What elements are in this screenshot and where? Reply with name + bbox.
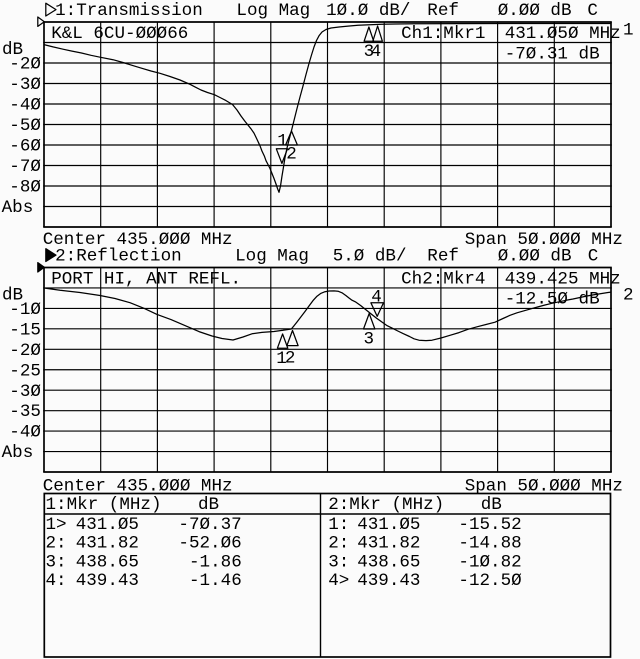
svg-text:-15.52: -15.52 — [458, 515, 521, 535]
svg-text:-1.86: -1.86 — [189, 552, 242, 572]
svg-text:Center 435.ØØØ MHz: Center 435.ØØØ MHz — [43, 230, 233, 250]
svg-text:1:: 1: — [328, 515, 349, 535]
svg-text:5.Ø dB/: 5.Ø dB/ — [333, 247, 407, 267]
svg-text:-2Ø: -2Ø — [9, 55, 41, 75]
svg-text:3: 3 — [364, 330, 375, 350]
svg-text:Ref: Ref — [427, 247, 459, 267]
svg-text:dB: dB — [198, 495, 219, 515]
svg-text:431.82: 431.82 — [76, 534, 139, 554]
svg-text:Ch1:Mkr1: Ch1:Mkr1 — [401, 24, 485, 44]
svg-text:431.Ø5Ø MHz: 431.Ø5Ø MHz — [505, 24, 621, 44]
svg-text:-5Ø: -5Ø — [9, 116, 41, 136]
svg-text:dB: dB — [2, 286, 23, 306]
svg-text:-4Ø: -4Ø — [9, 96, 41, 116]
svg-text:Abs: Abs — [2, 198, 34, 218]
svg-text:2:: 2: — [328, 534, 349, 554]
svg-text:C: C — [588, 247, 599, 267]
svg-text:Center 435.ØØØ MHz: Center 435.ØØØ MHz — [43, 477, 233, 497]
svg-text:431.Ø5: 431.Ø5 — [76, 515, 139, 535]
svg-text:K&L 6CU-ØØØ66: K&L 6CU-ØØØ66 — [51, 24, 188, 44]
svg-text:438.65: 438.65 — [357, 552, 420, 572]
svg-text:Span 5Ø.ØØØ MHz: Span 5Ø.ØØØ MHz — [465, 477, 623, 497]
svg-text:-1Ø: -1Ø — [9, 300, 41, 320]
svg-text:439.425 MHz: 439.425 MHz — [505, 269, 621, 289]
svg-text:-35: -35 — [9, 402, 41, 422]
svg-text:2:Reflection: 2:Reflection — [55, 247, 182, 267]
svg-text:3:: 3: — [46, 552, 67, 572]
svg-text:Ø.ØØ dB: Ø.ØØ dB — [498, 1, 572, 21]
svg-text:439.43: 439.43 — [357, 571, 420, 591]
svg-text:-52.Ø6: -52.Ø6 — [178, 534, 241, 554]
svg-text:-12.5Ø: -12.5Ø — [458, 571, 522, 591]
svg-text:2: 2 — [623, 286, 634, 306]
svg-text:1>: 1> — [46, 515, 67, 535]
svg-text:-7Ø.37: -7Ø.37 — [178, 515, 241, 535]
svg-text:-7Ø.31 dB: -7Ø.31 dB — [505, 44, 600, 64]
svg-text:-1Ø.82: -1Ø.82 — [458, 552, 521, 572]
svg-text:PORT HI, ANT REFL.: PORT HI, ANT REFL. — [51, 269, 241, 289]
svg-text:-15: -15 — [9, 321, 41, 341]
svg-text:-1.46: -1.46 — [189, 571, 242, 591]
svg-text:4:: 4: — [46, 571, 67, 591]
svg-text:-3Ø: -3Ø — [9, 75, 41, 95]
svg-text:1: 1 — [276, 349, 287, 369]
svg-text:3: 3 — [364, 42, 375, 62]
svg-text:-14.88: -14.88 — [458, 534, 521, 554]
svg-text:431.Ø5: 431.Ø5 — [357, 515, 420, 535]
svg-text:Log Mag: Log Mag — [235, 247, 309, 267]
svg-text:1:Transmission: 1:Transmission — [55, 1, 203, 21]
svg-text:-8Ø: -8Ø — [9, 178, 41, 198]
svg-text:2: 2 — [286, 145, 297, 165]
svg-text:Ref: Ref — [427, 1, 459, 21]
svg-text:-3Ø: -3Ø — [9, 382, 41, 402]
svg-text:Log Mag: Log Mag — [236, 1, 310, 21]
svg-text:1: 1 — [623, 21, 634, 41]
svg-text:dB: dB — [2, 40, 23, 60]
svg-text:2:: 2: — [46, 534, 67, 554]
svg-text:C: C — [587, 1, 598, 21]
svg-text:dB: dB — [481, 495, 502, 515]
svg-text:4: 4 — [371, 42, 382, 62]
svg-text:2:Mkr (MHz): 2:Mkr (MHz) — [328, 495, 444, 515]
svg-text:-25: -25 — [9, 361, 41, 381]
svg-text:438.65: 438.65 — [76, 552, 139, 572]
svg-text:Ch2:Mkr4: Ch2:Mkr4 — [401, 269, 485, 289]
svg-text:-12.5Ø dB: -12.5Ø dB — [505, 290, 600, 310]
svg-text:2: 2 — [285, 348, 296, 368]
svg-text:1:Mkr (MHz): 1:Mkr (MHz) — [46, 495, 162, 515]
svg-text:-2Ø: -2Ø — [9, 341, 41, 361]
svg-text:1: 1 — [277, 131, 288, 151]
svg-text:Span 5Ø.ØØØ MHz: Span 5Ø.ØØØ MHz — [465, 230, 623, 250]
svg-text:1Ø.Ø dB/: 1Ø.Ø dB/ — [326, 1, 410, 21]
svg-text:-4Ø: -4Ø — [9, 423, 41, 443]
svg-text:439.43: 439.43 — [76, 571, 139, 591]
svg-text:-7Ø: -7Ø — [9, 157, 41, 177]
svg-text:Ø.ØØ dB: Ø.ØØ dB — [498, 247, 572, 267]
svg-text:3:: 3: — [328, 552, 349, 572]
svg-text:4: 4 — [371, 287, 382, 307]
svg-text:-6Ø: -6Ø — [9, 137, 41, 157]
svg-text:431.82: 431.82 — [357, 534, 420, 554]
svg-text:4>: 4> — [328, 571, 349, 591]
svg-text:Abs: Abs — [2, 443, 34, 463]
